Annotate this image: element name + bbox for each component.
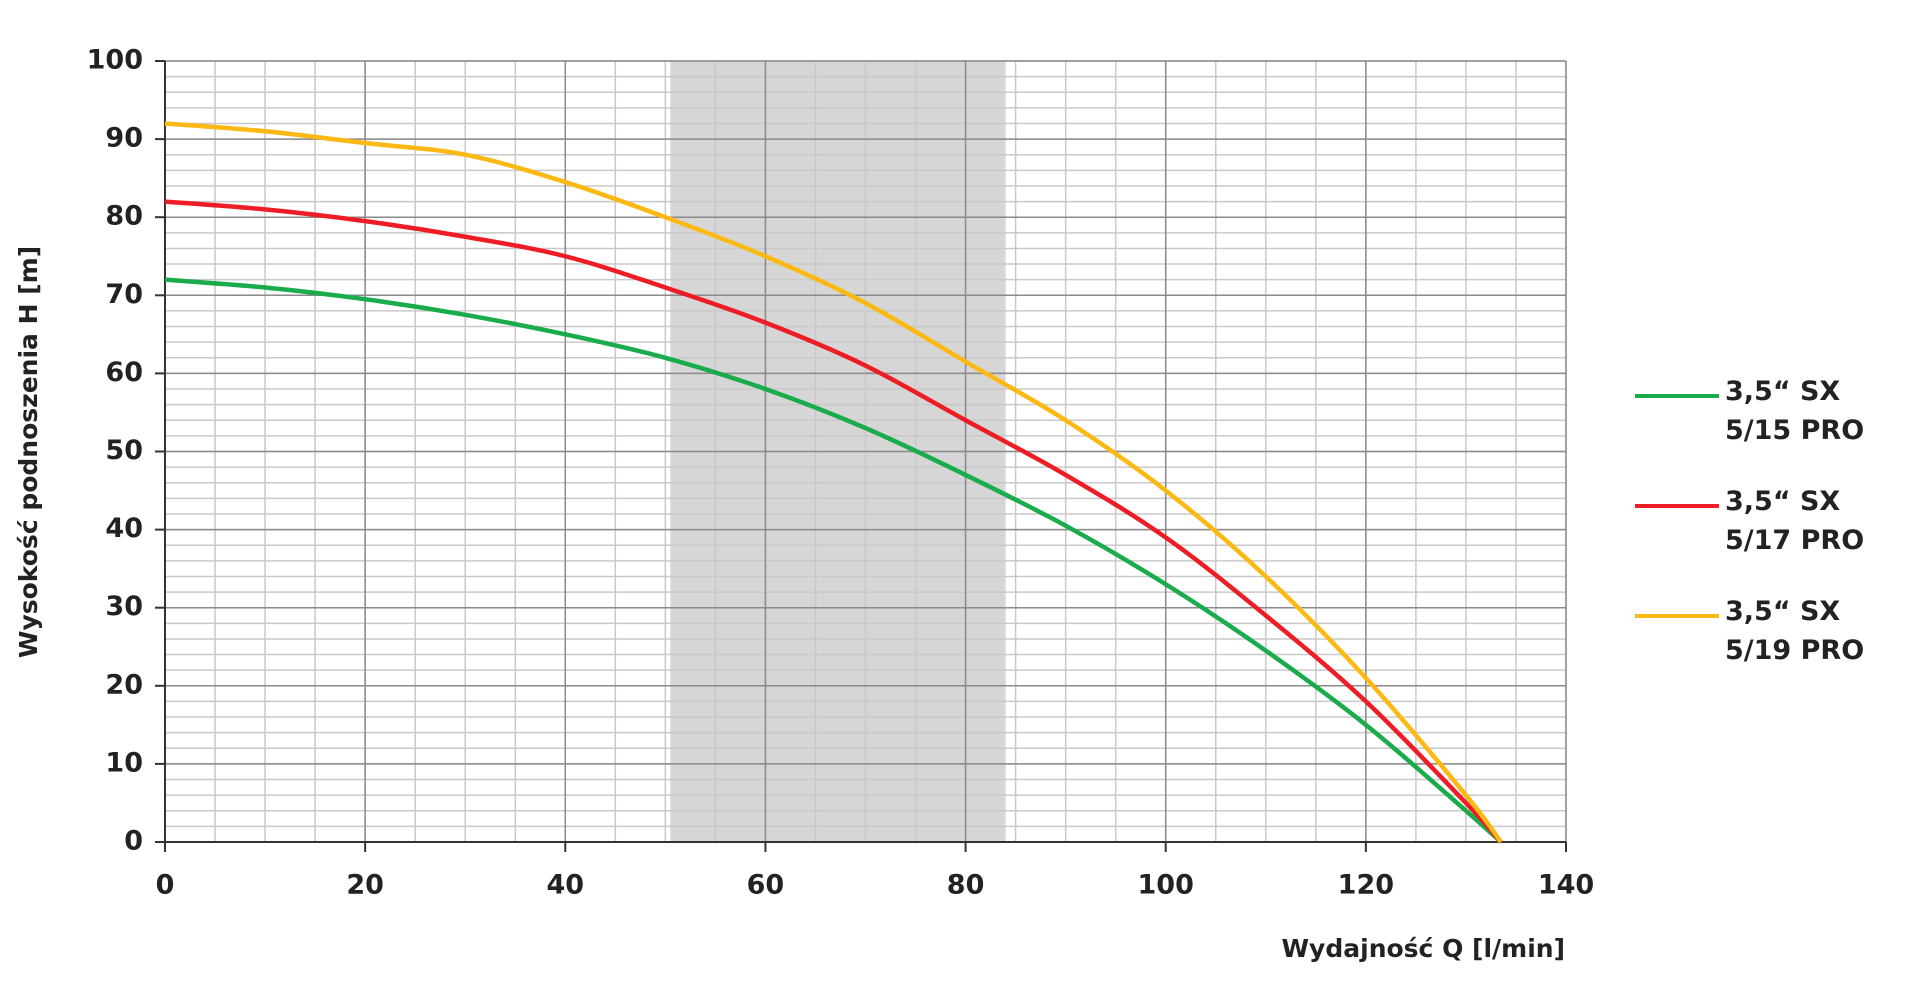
x-axis-title: Wydajność Q [l/min] [1281,934,1565,963]
legend-label: 3,5“ SX 5/15 PRO [1725,376,1865,446]
series-line [164,199,1503,844]
x-tick-label: 100 [1138,870,1194,901]
y-tick-label: 100 [87,45,143,76]
y-tick-label: 10 [105,747,143,778]
x-tick-label: 40 [546,870,584,901]
y-axis-title: Wysokość podnoszenia H [m] [14,246,43,658]
legend-swatch [1635,614,1719,618]
x-tick-label: 80 [947,870,985,901]
y-tick-label: 50 [105,435,143,466]
y-tick-label: 20 [105,669,143,700]
y-tick-label: 60 [105,357,143,388]
y-tick-label: 0 [124,826,143,857]
y-tick-label: 90 [105,123,143,154]
y-tick-label: 30 [105,591,143,622]
x-tick-label: 20 [346,870,384,901]
series-line [164,277,1503,844]
x-tick-label: 0 [156,870,175,901]
x-tick-label: 140 [1538,870,1594,901]
x-tick-label: 60 [747,870,785,901]
series-line [164,121,1503,844]
legend-label: 3,5“ SX 5/19 PRO [1725,596,1865,666]
legend-swatch [1635,394,1719,398]
x-tick-label: 120 [1338,870,1394,901]
legend-swatch [1635,504,1719,508]
y-tick-label: 80 [105,201,143,232]
legend-label: 3,5“ SX 5/17 PRO [1725,486,1865,556]
y-tick-label: 40 [105,513,143,544]
y-tick-label: 70 [105,279,143,310]
